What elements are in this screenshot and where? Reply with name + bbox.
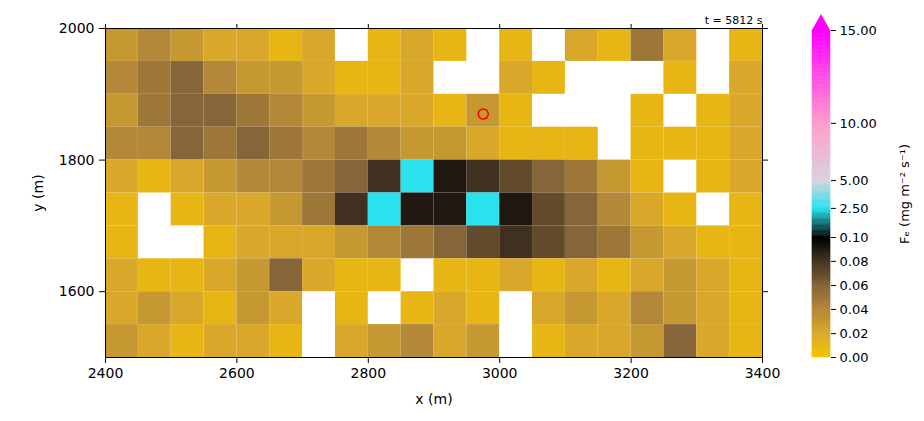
svg-text:1800: 1800 bbox=[59, 152, 95, 168]
svg-text:0.08: 0.08 bbox=[840, 254, 869, 269]
svg-text:0.02: 0.02 bbox=[840, 326, 869, 341]
svg-text:0.10: 0.10 bbox=[840, 230, 869, 245]
svg-text:x (m): x (m) bbox=[415, 391, 452, 407]
svg-text:3000: 3000 bbox=[482, 365, 518, 381]
svg-text:3200: 3200 bbox=[613, 365, 649, 381]
svg-text:2.50: 2.50 bbox=[840, 201, 869, 216]
svg-text:2400: 2400 bbox=[88, 365, 124, 381]
svg-text:2600: 2600 bbox=[219, 365, 255, 381]
svg-text:5.00: 5.00 bbox=[840, 173, 869, 188]
svg-text:Fₑ (mg m⁻² s⁻¹): Fₑ (mg m⁻² s⁻¹) bbox=[897, 144, 912, 244]
svg-text:10.00: 10.00 bbox=[840, 116, 877, 131]
svg-text:3400: 3400 bbox=[745, 365, 781, 381]
svg-text:y (m): y (m) bbox=[30, 174, 46, 211]
svg-text:0.00: 0.00 bbox=[840, 350, 869, 365]
svg-text:2000: 2000 bbox=[59, 20, 95, 36]
svg-text:1600: 1600 bbox=[59, 283, 95, 299]
svg-text:2800: 2800 bbox=[350, 365, 386, 381]
svg-text:0.06: 0.06 bbox=[840, 278, 869, 293]
svg-text:0.04: 0.04 bbox=[840, 302, 869, 317]
svg-text:15.00: 15.00 bbox=[840, 23, 877, 38]
svg-text:t = 5812 s: t = 5812 s bbox=[705, 14, 763, 27]
